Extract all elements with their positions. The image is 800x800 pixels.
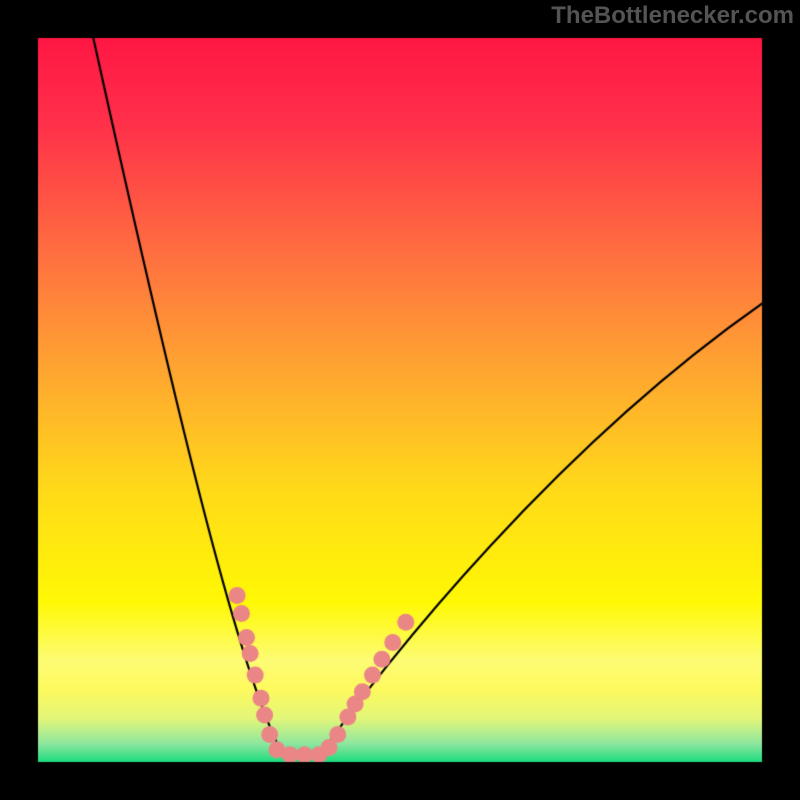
watermark-label: TheBottlenecker.com [551, 4, 794, 28]
chart-container: TheBottlenecker.com [0, 0, 800, 800]
bottleneck-chart-canvas [0, 0, 800, 800]
